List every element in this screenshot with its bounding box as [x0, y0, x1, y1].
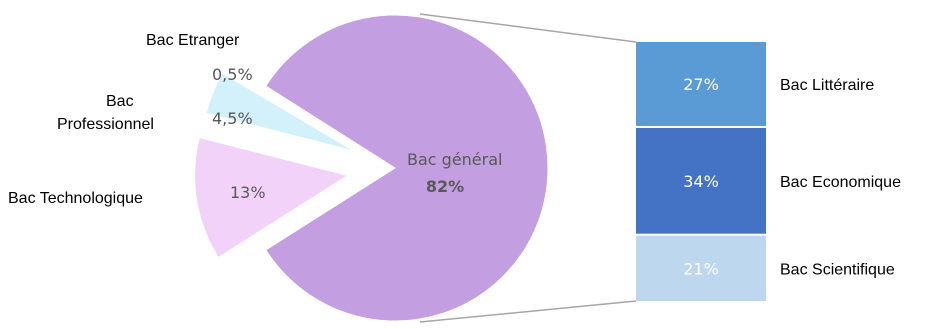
bar-pct-bac-litt-raire: 27% [683, 75, 719, 94]
pie-slice-bac-technologique [194, 136, 349, 259]
pie [194, 14, 549, 322]
bar-label-bac-litt-raire: Bac Littéraire [780, 77, 874, 94]
pct-bac-etranger: 0,5% [212, 65, 253, 84]
label-bac-etranger: Bac Etranger [146, 32, 240, 49]
pie-slice-bac-g-n-ral [265, 14, 549, 322]
bar-label-bac-economique: Bac Economique [780, 174, 901, 191]
bar-segment-bac-economique [636, 127, 766, 234]
label-bac-professionnel-line2: Professionnel [57, 116, 154, 133]
connector-line-bottom [419, 300, 637, 323]
label-bac-professionnel-line1: Bac [106, 93, 134, 110]
connector-line-top [419, 13, 637, 43]
bar-pct-bac-scientifique: 21% [683, 259, 719, 278]
bar-label-bac-scientifique: Bac Scientifique [780, 261, 895, 278]
pie-slice-bac-professionnel [205, 72, 355, 152]
pct-bac-professionnel: 4,5% [212, 109, 253, 128]
bar-segment-bac-scientifique [636, 235, 766, 301]
label-bac-technologique: Bac Technologique [8, 190, 143, 207]
pct-bac-general: 82% [426, 177, 464, 196]
breakdown-bar: 27% Bac Littéraire 34% Bac Economique 21% Bac… [636, 42, 901, 301]
pie-slice-bac-etranger [228, 64, 362, 148]
bar-pct-bac-economique: 34% [683, 172, 719, 191]
label-bac-general: Bac général [407, 150, 502, 169]
bar-segment-bac-litt-raire [636, 42, 766, 126]
pct-bac-technologique: 13% [230, 183, 266, 202]
